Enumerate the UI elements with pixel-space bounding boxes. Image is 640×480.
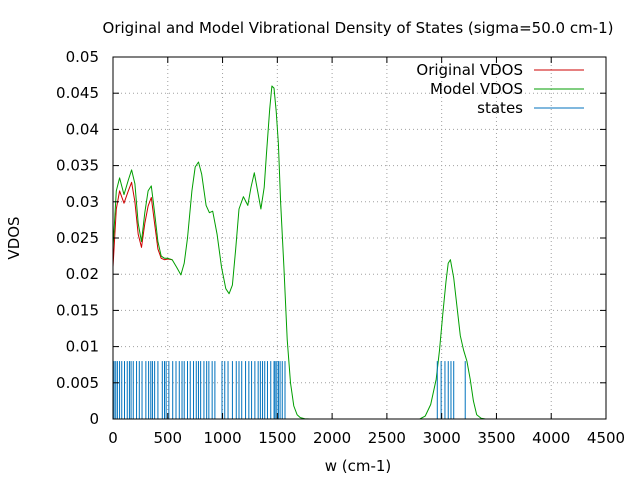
legend-label-original-vdos: Original VDOS	[416, 61, 523, 79]
series-layer	[112, 85, 606, 420]
y-tick-labels: 0 0.005 0.01 0.015 0.02 0.025 0.03 0.035 0.04 0.0…	[56, 48, 99, 428]
x-tick-label: 1500	[258, 429, 296, 447]
x-tick-label: 3500	[477, 429, 515, 447]
x-tick-label: 4000	[532, 429, 570, 447]
y-tick-label: 0	[89, 410, 99, 428]
x-tick-label: 500	[153, 429, 182, 447]
y-tick-label: 0.01	[66, 338, 99, 356]
x-tick-label: 2500	[368, 429, 406, 447]
states-impulses	[113, 361, 466, 419]
legend-label-model-vdos: Model VDOS	[430, 80, 523, 98]
x-tick-labels: 0 500 1000 1500 2000 2500 3000 3500 4000 4500	[108, 429, 625, 447]
y-tick-label: 0.015	[56, 301, 99, 319]
y-tick-label: 0.04	[66, 120, 99, 138]
x-tick-label: 2000	[313, 429, 351, 447]
chart-title: Original and Model Vibrational Density o…	[103, 19, 614, 37]
x-tick-label: 1000	[203, 429, 241, 447]
y-tick-label: 0.025	[56, 229, 99, 247]
y-tick-label: 0.045	[56, 84, 99, 102]
x-tick-label: 4500	[587, 429, 625, 447]
y-tick-label: 0.05	[66, 48, 99, 66]
y-axis-label: VDOS	[5, 216, 23, 259]
original-vdos-line	[112, 181, 173, 268]
axis-ticks	[112, 56, 607, 420]
model-vdos-line	[112, 85, 606, 420]
y-tick-label: 0.035	[56, 157, 99, 175]
y-tick-label: 0.03	[66, 193, 99, 211]
x-tick-label: 3000	[423, 429, 461, 447]
grid-lines	[113, 57, 606, 419]
x-axis-label: w (cm-1)	[325, 457, 392, 475]
y-tick-label: 0.02	[66, 265, 99, 283]
y-tick-label: 0.005	[56, 374, 99, 392]
x-tick-label: 0	[108, 429, 118, 447]
legend-label-states: states	[477, 99, 523, 117]
